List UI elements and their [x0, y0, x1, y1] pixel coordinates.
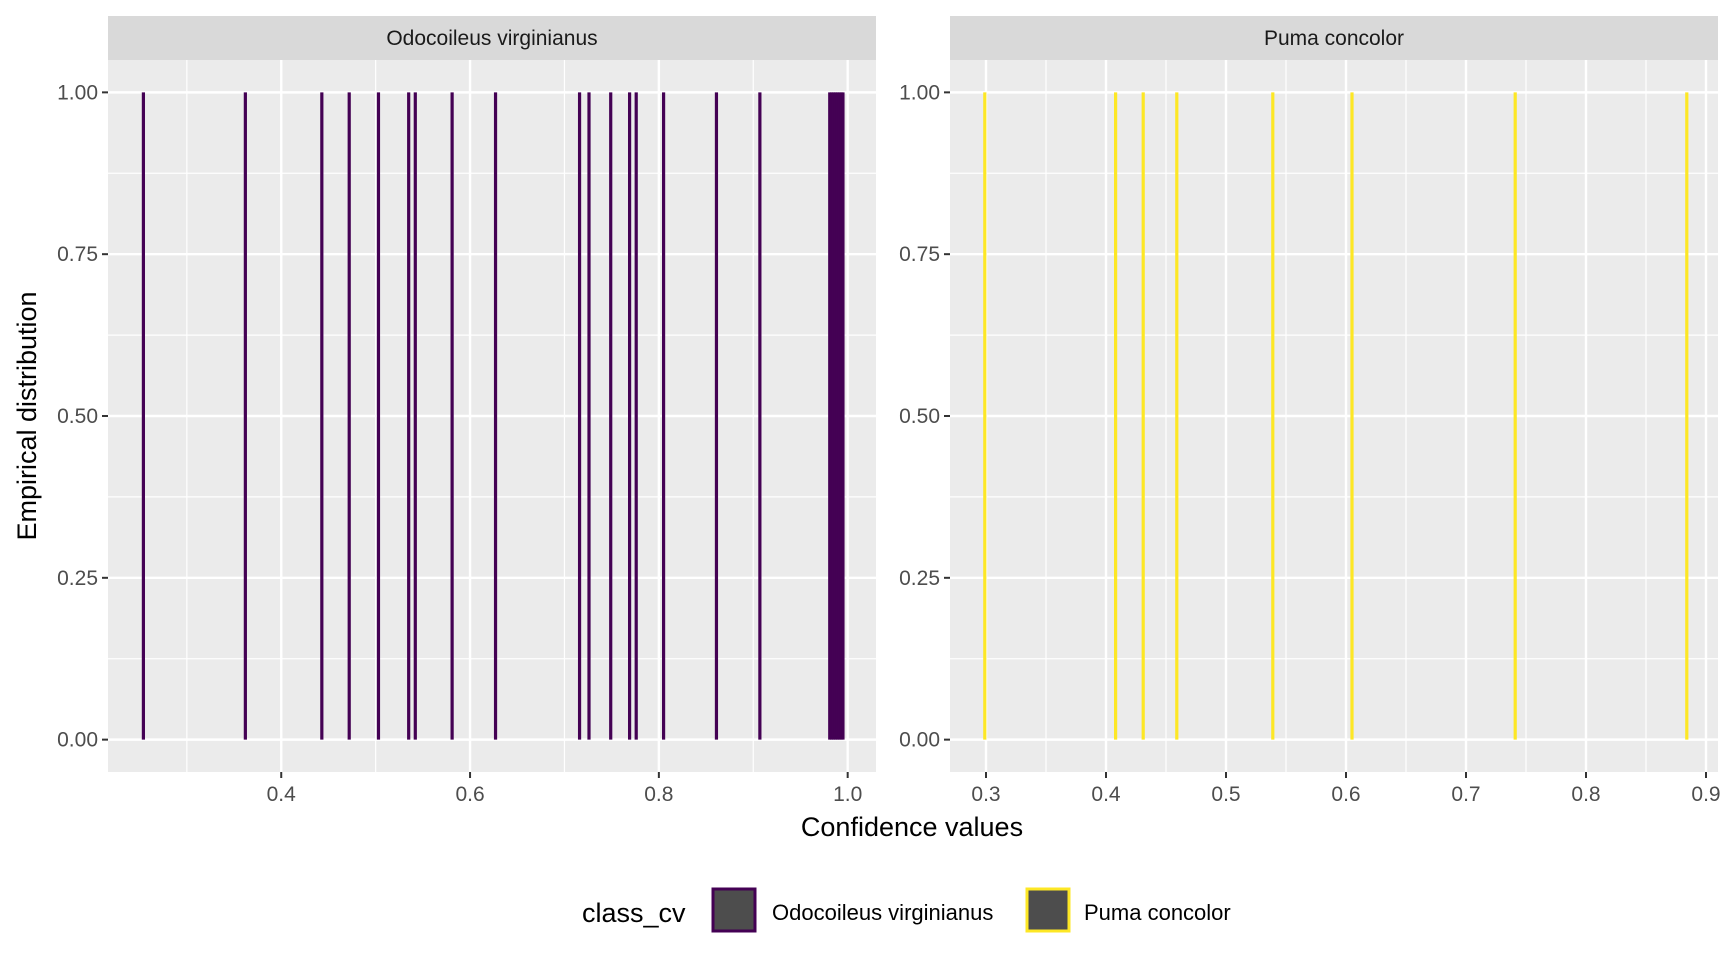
panel-strip-label: Puma concolor — [1264, 27, 1404, 50]
y-tick-label: 0.75 — [899, 243, 940, 266]
panels-layer: Odocoileus virginianus 0.00 0.25 0.50 0.75 1.… — [57, 16, 1721, 806]
x-tick-label: 0.8 — [644, 783, 673, 806]
x-tick-label: 0.3 — [971, 783, 1000, 806]
panel-strip — [108, 16, 876, 60]
y-tick-label: 1.00 — [899, 81, 940, 104]
legend-entry-puma: Puma concolor — [1025, 887, 1231, 933]
y-tick-label: 1.00 — [57, 81, 98, 104]
panel-strip — [950, 16, 1718, 60]
x-tick-label: 0.5 — [1211, 783, 1240, 806]
y-tick-label: 0.25 — [57, 567, 98, 590]
legend: class_cv Odocoileus virginianus Puma con… — [582, 887, 1231, 933]
x-tick-label: 0.6 — [455, 783, 484, 806]
y-tick-label: 0.50 — [899, 405, 940, 428]
panel-strip-label: Odocoileus virginianus — [386, 27, 597, 50]
y-tick-label: 0.00 — [899, 729, 940, 752]
x-tick-label: 0.4 — [1091, 783, 1121, 806]
panel-1: Odocoileus virginianus 0.00 0.25 0.50 0.75 1.… — [57, 16, 876, 806]
panel-2: Puma concolor 0.00 0.25 0.50 0.75 1.00 0.3 0.4 0… — [899, 16, 1721, 806]
y-tick-label: 0.75 — [57, 243, 98, 266]
x-tick-label: 0.8 — [1571, 783, 1600, 806]
x-tick-label: 0.4 — [267, 783, 297, 806]
x-tick-label: 0.6 — [1331, 783, 1360, 806]
legend-key-puma — [1025, 887, 1071, 933]
x-axis-title: Confidence values — [801, 812, 1023, 842]
legend-label-puma: Puma concolor — [1084, 900, 1231, 925]
x-tick-label: 0.7 — [1451, 783, 1480, 806]
legend-label-odocoileus: Odocoileus virginianus — [772, 900, 993, 925]
y-tick-label: 0.50 — [57, 405, 98, 428]
legend-key-odocoileus — [711, 887, 757, 933]
x-tick-label: 0.9 — [1691, 783, 1720, 806]
legend-entry-odocoileus: Odocoileus virginianus — [711, 887, 993, 933]
y-tick-label: 0.25 — [899, 567, 940, 590]
y-tick-label: 0.00 — [57, 729, 98, 752]
x-tick-label: 1.0 — [833, 783, 862, 806]
legend-title: class_cv — [582, 898, 686, 928]
y-axis-title: Empirical distribution — [12, 291, 42, 540]
